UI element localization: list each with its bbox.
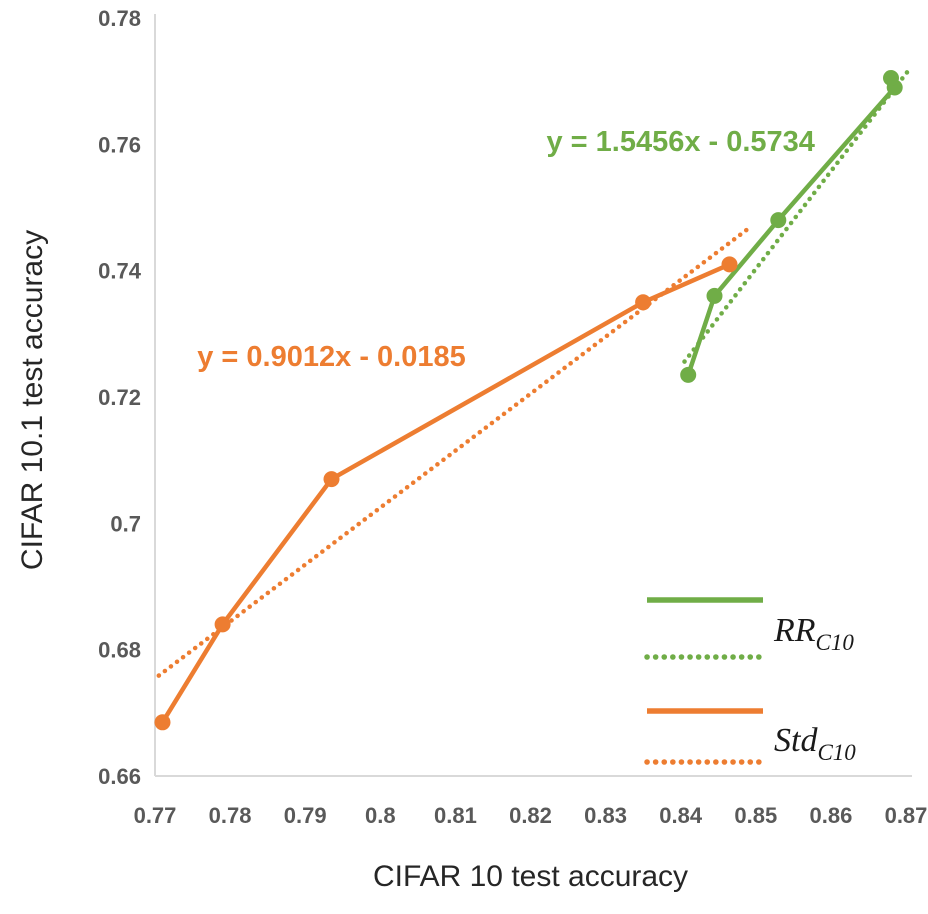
y-tick-label: 0.66 [98, 764, 141, 789]
series-Std_C10_trendline-line [156, 223, 755, 678]
y-tick-label: 0.68 [98, 638, 141, 663]
x-tick-label: 0.86 [809, 803, 852, 828]
x-tick-label: 0.79 [284, 803, 327, 828]
series-RR_C10_trendline-line [682, 69, 910, 364]
y-tick-label: 0.74 [98, 259, 142, 284]
y-axis-title: CIFAR 10.1 test accuracy [16, 229, 49, 571]
x-tick-label: 0.87 [885, 803, 928, 828]
series-RR_C10-line [685, 75, 897, 378]
series-RR_C10-point [770, 212, 787, 229]
y-tick-label: 0.78 [98, 6, 141, 31]
x-tick-label: 0.82 [509, 803, 552, 828]
x-tick-label: 0.77 [134, 803, 177, 828]
x-tick-label: 0.81 [434, 803, 477, 828]
x-tick-label: 0.8 [365, 803, 396, 828]
series-Std_C10-point [635, 294, 652, 311]
x-axis-title: CIFAR 10 test accuracy [372, 860, 689, 893]
trend-equation: y = 0.9012x - 0.0185 [197, 341, 465, 373]
series-Std_C10-point [721, 256, 738, 273]
x-tick-label: 0.84 [659, 803, 703, 828]
x-tick-label: 0.83 [584, 803, 627, 828]
y-tick-label: 0.72 [98, 385, 141, 410]
x-tick-label: 0.78 [209, 803, 252, 828]
trend-equation: y = 1.5456x - 0.5734 [546, 126, 814, 158]
legend-label: StdC10 [774, 722, 856, 765]
series-Std_C10-line [160, 262, 732, 725]
series-RR_C10-point [680, 366, 697, 383]
y-tick-label: 0.7 [110, 511, 141, 536]
series-RR_C10-point [706, 287, 723, 304]
series-Std_C10-point [154, 714, 171, 731]
series-Std_C10-point [323, 471, 340, 488]
series-RR_C10-point [883, 70, 899, 86]
x-tick-label: 0.85 [734, 803, 777, 828]
series-Std_C10-point [214, 616, 231, 633]
legend-label: RRC10 [773, 612, 854, 655]
y-tick-label: 0.76 [98, 132, 141, 157]
